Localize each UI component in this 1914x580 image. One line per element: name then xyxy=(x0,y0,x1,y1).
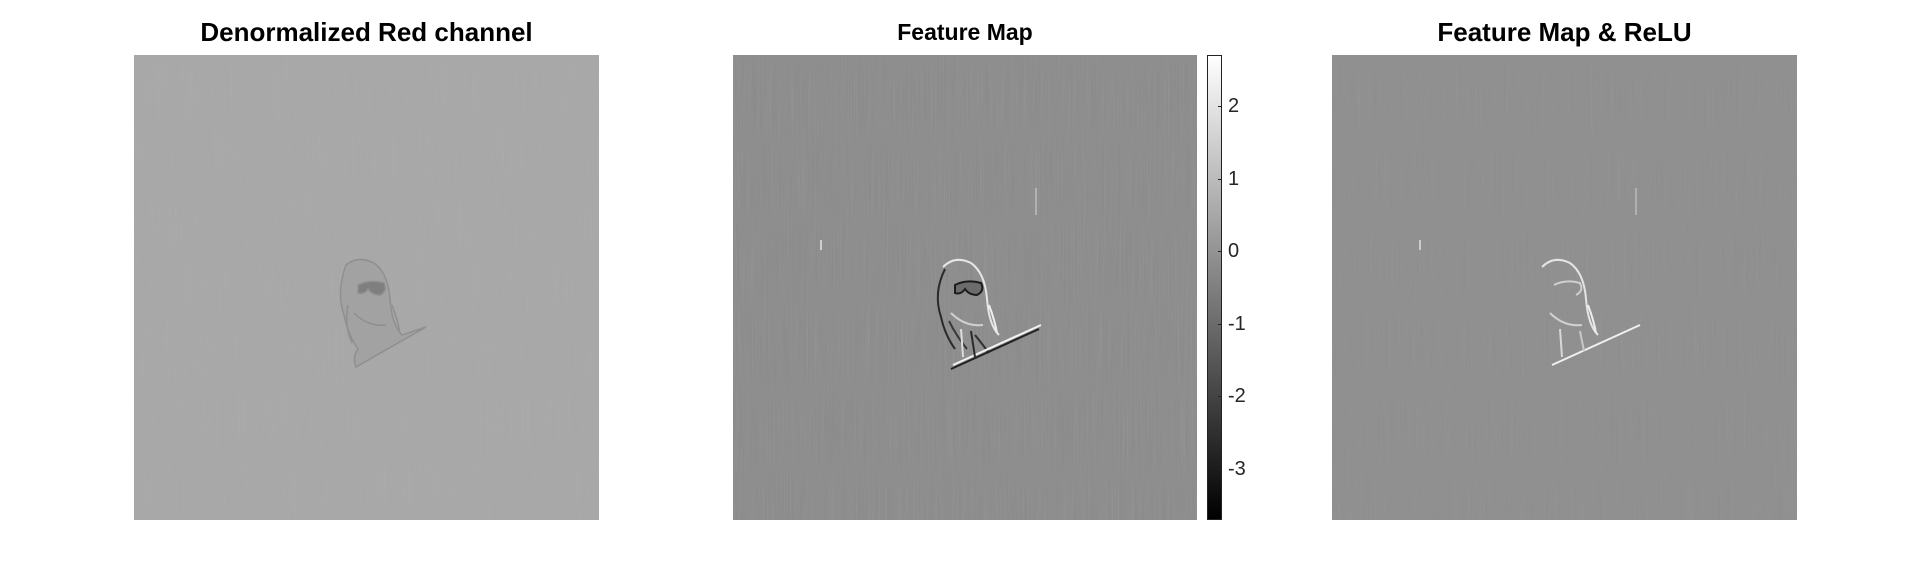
colorbar-tick-mark xyxy=(1218,324,1222,325)
colorbar-tick-mark xyxy=(1218,251,1222,252)
colorbar-tick-mark xyxy=(1218,106,1222,107)
panel-title-feature-map: Feature Map xyxy=(897,19,1033,45)
image-feature-map xyxy=(733,55,1197,520)
colorbar-tick-label: -1 xyxy=(1228,313,1246,335)
colorbar-tick-label: -3 xyxy=(1228,458,1246,480)
panel-title-feature-map-relu: Feature Map & ReLU xyxy=(1437,17,1692,47)
image-denormalized-red-channel xyxy=(134,55,599,520)
colorbar xyxy=(1207,55,1222,520)
colorbar-tick-mark xyxy=(1218,469,1222,470)
colorbar-tick-label: 2 xyxy=(1228,95,1240,117)
image-feature-map-relu xyxy=(1332,55,1797,520)
colorbar-tick-label: 1 xyxy=(1228,168,1240,190)
colorbar-tick-label: -2 xyxy=(1228,385,1246,407)
colorbar-tick-mark xyxy=(1218,396,1222,397)
panel-title-denormalized-red: Denormalized Red channel xyxy=(200,17,533,47)
colorbar-tick-mark xyxy=(1218,179,1222,180)
colorbar-tick-label: 0 xyxy=(1228,240,1240,262)
